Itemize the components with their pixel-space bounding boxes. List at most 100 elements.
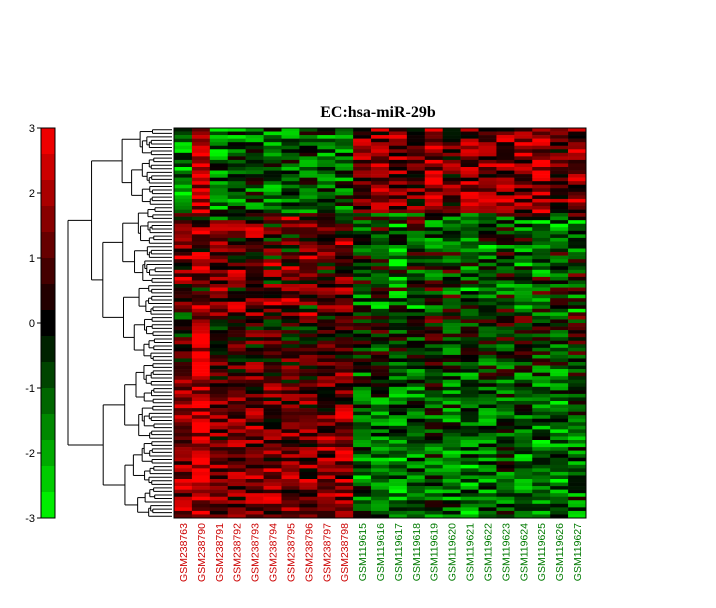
heatmap-cell <box>532 383 551 388</box>
heatmap-cell <box>496 489 515 494</box>
heatmap-cell <box>371 198 390 203</box>
heatmap-cell <box>245 486 264 490</box>
heatmap-cell <box>478 362 497 366</box>
heatmap-cell <box>191 500 211 505</box>
heatmap-cell <box>299 209 318 214</box>
heatmap-cell <box>281 503 300 508</box>
heatmap-cell <box>191 447 211 451</box>
heatmap-cell <box>496 369 515 373</box>
heatmap-cell <box>174 450 193 455</box>
heatmap-cell <box>478 259 497 264</box>
heatmap-cell <box>460 149 479 154</box>
heatmap-cell <box>460 369 479 373</box>
heatmap-cell <box>263 510 282 515</box>
heatmap-cell <box>263 142 282 147</box>
heatmap-cell <box>460 415 479 420</box>
heatmap-cell <box>532 241 551 246</box>
heatmap-cell <box>424 383 443 388</box>
heatmap-cell <box>263 280 282 285</box>
heatmap-cell <box>281 358 300 363</box>
row-dendrogram <box>67 129 172 517</box>
heatmap-cell <box>245 468 264 473</box>
heatmap-cell <box>353 202 372 207</box>
heatmap-cell <box>406 319 426 324</box>
heatmap-cell <box>550 128 569 132</box>
heatmap-cell <box>442 369 461 373</box>
heatmap-cell <box>245 276 264 281</box>
heatmap-cell <box>424 209 443 214</box>
heatmap-cell <box>209 326 229 331</box>
heatmap-cell <box>442 425 461 430</box>
colorbar-tick-label: 3 <box>29 123 35 135</box>
heatmap-cell <box>209 337 229 342</box>
heatmap-cell <box>335 344 354 349</box>
heatmap-cell <box>550 486 569 490</box>
heatmap-cell <box>371 177 390 182</box>
heatmap-cell <box>371 128 390 132</box>
heatmap-cell <box>335 323 354 327</box>
heatmap-cell <box>568 393 587 398</box>
heatmap-cell <box>263 315 282 320</box>
heatmap-cell <box>406 475 426 480</box>
heatmap-cell <box>281 418 300 423</box>
heatmap-cell <box>371 379 390 384</box>
heatmap-cell <box>263 333 282 338</box>
heatmap-cell <box>209 266 229 271</box>
heatmap-cell <box>353 354 372 359</box>
heatmap-cell <box>406 220 426 225</box>
heatmap-cell <box>406 507 426 512</box>
heatmap-cell <box>532 475 551 480</box>
heatmap-cell <box>514 135 533 139</box>
heatmap-cell <box>245 397 264 402</box>
heatmap-cell <box>442 191 461 196</box>
heatmap-cell <box>227 209 246 214</box>
heatmap-cell <box>227 358 246 363</box>
heatmap-cell <box>532 344 551 349</box>
heatmap-cell <box>442 276 461 281</box>
heatmap-cell <box>353 326 372 331</box>
heatmap-cell <box>550 503 569 508</box>
heatmap-cell <box>442 209 461 214</box>
heatmap-cell <box>532 326 551 331</box>
sample-label: GSM238791 <box>214 523 226 582</box>
heatmap-cell <box>532 429 551 434</box>
heatmap-cell <box>568 333 587 338</box>
heatmap-cell <box>174 266 193 271</box>
heatmap-cell <box>532 323 551 327</box>
heatmap-cell <box>406 393 426 398</box>
heatmap-cell <box>317 135 336 139</box>
heatmap-cell <box>514 411 533 416</box>
heatmap-cell <box>335 128 354 132</box>
heatmap-cell <box>424 142 443 147</box>
heatmap-cell <box>317 425 336 430</box>
heatmap-cell <box>299 457 318 462</box>
heatmap-cell <box>442 510 461 515</box>
heatmap-cell <box>478 312 497 317</box>
colorbar-step <box>41 284 55 311</box>
heatmap-cell <box>209 227 229 232</box>
colorbar-step <box>41 336 55 363</box>
heatmap-cell <box>532 237 551 242</box>
heatmap-cell <box>496 276 515 281</box>
heatmap-cell <box>245 255 264 260</box>
heatmap-cell <box>191 230 211 235</box>
heatmap-cell <box>209 344 229 349</box>
heatmap-cell <box>353 237 372 242</box>
heatmap-cell <box>514 280 533 285</box>
heatmap-cell <box>209 397 229 402</box>
heatmap-cell <box>263 216 282 221</box>
heatmap-cell <box>353 333 372 338</box>
heatmap-cell <box>245 195 264 200</box>
heatmap-cell <box>174 464 193 469</box>
heatmap-cell <box>460 138 479 143</box>
heatmap-cell <box>478 486 497 490</box>
heatmap-cell <box>191 248 211 253</box>
heatmap-cell <box>388 354 408 359</box>
heatmap-cell <box>353 156 372 161</box>
heatmap-cell <box>353 152 372 157</box>
heatmap-cell <box>406 237 426 242</box>
heatmap-cell <box>174 284 193 288</box>
heatmap-cell <box>388 436 408 441</box>
heatmap-cell <box>371 298 390 303</box>
heatmap-cell <box>514 269 533 274</box>
